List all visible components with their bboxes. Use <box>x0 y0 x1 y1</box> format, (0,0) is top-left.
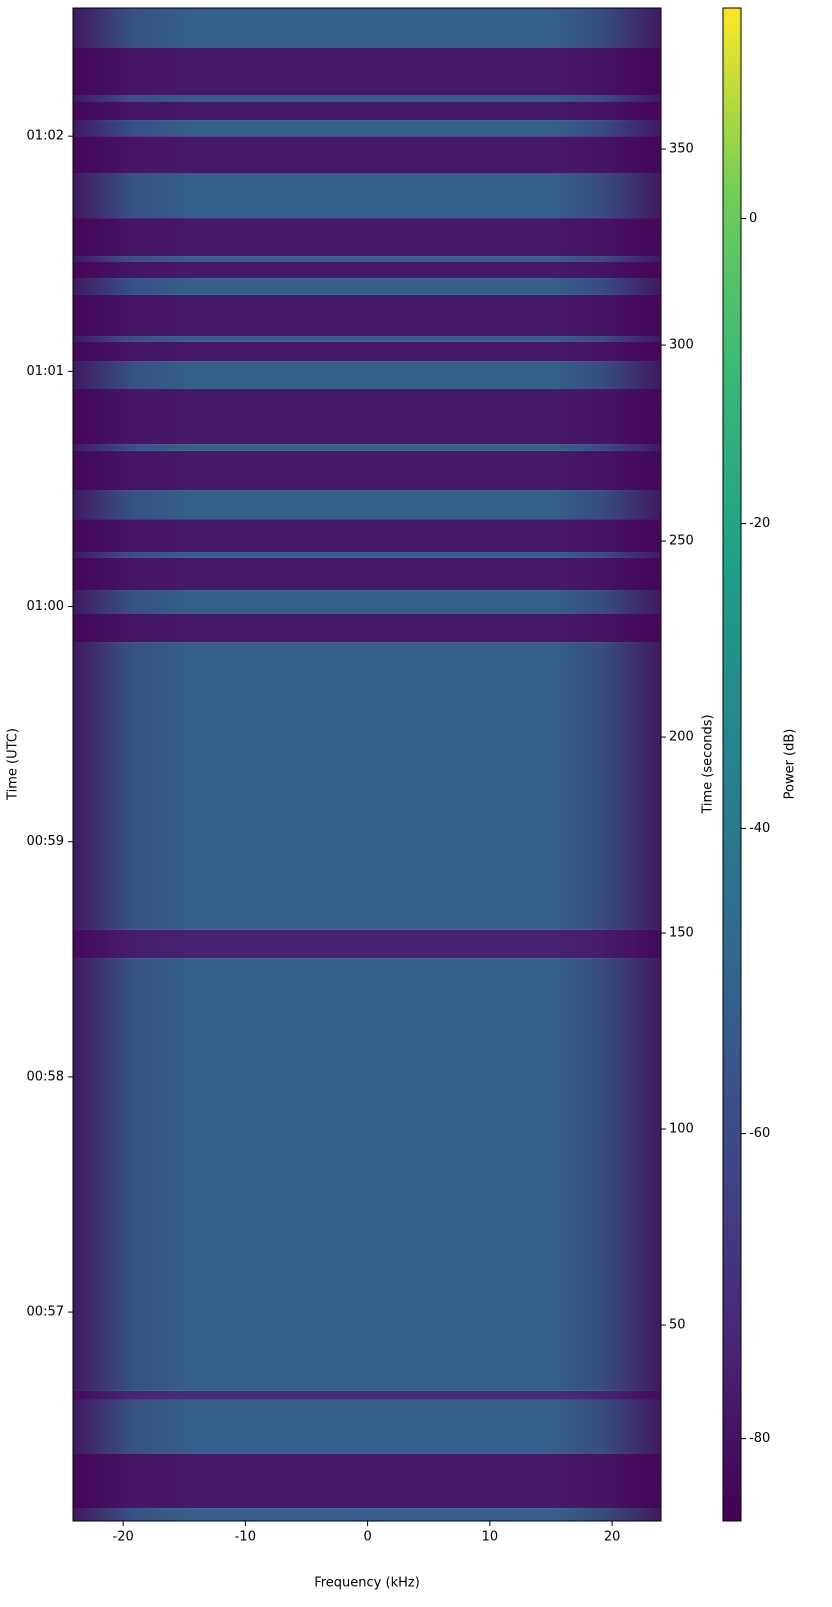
y2-tick-label: 250 <box>669 534 694 549</box>
y-tick-label: 01:01 <box>27 364 64 379</box>
y2-tick-label: 350 <box>669 142 694 157</box>
colorbar-tick-label: 0 <box>749 211 757 226</box>
y-axis-label: Time (UTC) <box>6 728 21 801</box>
y2-tick-label: 300 <box>669 338 694 353</box>
y2-tick-label: 100 <box>669 1122 694 1137</box>
colorbar <box>722 7 742 1522</box>
y-tick-label: 00:58 <box>27 1069 64 1084</box>
colorbar-tick-label: -60 <box>749 1126 770 1141</box>
colorbar-tick-label: -80 <box>749 1431 770 1446</box>
y-tick-label: 01:00 <box>27 599 64 614</box>
y2-tick-label: 50 <box>669 1318 686 1333</box>
colorbar-tick-label: -40 <box>749 821 770 836</box>
colorbar-label: Power (dB) <box>783 729 798 800</box>
x-tick-label: 0 <box>363 1530 371 1545</box>
colorbar-tick-label: -20 <box>749 516 770 531</box>
y-tick-label: 01:02 <box>27 129 64 144</box>
x-tick-label: -20 <box>113 1530 134 1545</box>
plot-frame <box>72 7 662 1522</box>
x-tick-label: -10 <box>235 1530 256 1545</box>
x-tick-label: 10 <box>482 1530 499 1545</box>
plot-area <box>73 8 661 1521</box>
y2-tick-label: 150 <box>669 926 694 941</box>
edge-rolloff <box>73 8 661 1521</box>
y2-axis-label: Time (seconds) <box>701 714 716 814</box>
y-tick-label: 00:57 <box>27 1305 64 1320</box>
x-tick-label: 20 <box>604 1530 621 1545</box>
y2-tick-label: 200 <box>669 730 694 745</box>
x-axis-label: Frequency (kHz) <box>314 1576 420 1591</box>
y-tick-label: 00:59 <box>27 834 64 849</box>
